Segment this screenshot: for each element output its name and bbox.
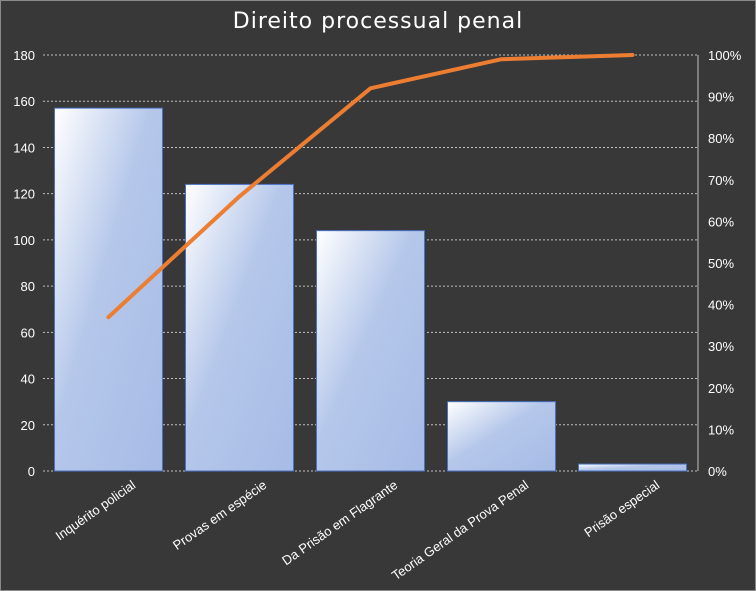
y-tick-label: 140 — [13, 140, 35, 155]
x-category-label: Teoria Geral da Prova Penal — [389, 477, 531, 583]
y2-tick-label: 50% — [708, 256, 734, 271]
x-category-label: Prisão especial — [581, 477, 662, 540]
bar — [316, 230, 425, 472]
x-category-label: Inquérito policial — [53, 477, 139, 543]
x-category-label: Provas em espécie — [170, 477, 269, 553]
bar — [54, 107, 163, 472]
y-axis-left: 0 20 40 60 80 100 120 140 160 180 — [13, 48, 35, 479]
y-tick-label: 100 — [13, 233, 35, 248]
cumulative-line-series — [106, 53, 635, 320]
y2-tick-label: 20% — [708, 381, 734, 396]
y-tick-label: 60 — [21, 325, 35, 340]
y-tick-label: 80 — [21, 279, 35, 294]
cumulative-line — [106, 53, 635, 320]
y2-tick-label: 60% — [708, 214, 734, 229]
bar — [185, 183, 294, 472]
y-tick-label: 20 — [21, 418, 35, 433]
y-axis-right: 0% 10% 20% 30% 40% 50% 60% 70% 80% 90% 100% — [708, 48, 742, 479]
y2-tick-label: 30% — [708, 339, 734, 354]
y2-tick-label: 70% — [708, 173, 734, 188]
y2-tick-label: 0% — [708, 464, 727, 479]
y-tick-label: 160 — [13, 94, 35, 109]
y2-tick-label: 10% — [708, 422, 734, 437]
bar-series — [54, 107, 687, 472]
y2-tick-label: 100% — [708, 48, 742, 63]
y-tick-label: 120 — [13, 187, 35, 202]
x-category-label: Da Prisão em Flagrante — [279, 477, 400, 568]
bar — [447, 401, 556, 472]
y2-tick-label: 40% — [708, 298, 734, 313]
chart-title: Direito processual penal — [232, 9, 524, 34]
y2-tick-label: 80% — [708, 131, 734, 146]
y2-tick-label: 90% — [708, 90, 734, 105]
bar — [578, 463, 687, 472]
y-tick-label: 180 — [13, 48, 35, 63]
x-axis: Inquérito policial Provas em espécie Da Pr… — [53, 477, 663, 583]
y-tick-label: 40 — [21, 372, 35, 387]
y-tick-label: 0 — [28, 464, 35, 479]
